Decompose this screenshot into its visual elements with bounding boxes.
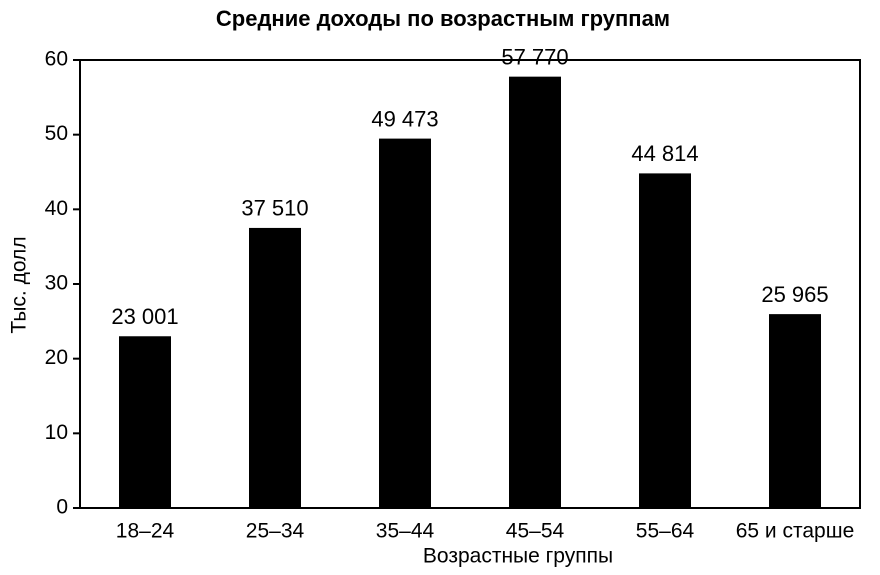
bar [509,76,561,508]
y-tick-label: 30 [45,272,68,295]
y-tick-label: 50 [45,122,68,145]
chart-title: Средние доходы по возрастным группам [216,6,670,31]
x-tick-label: 18–24 [116,520,175,543]
value-label: 37 510 [241,196,308,221]
x-tick-label: 55–64 [636,520,695,543]
x-tick-label: 65 и старше [736,520,855,543]
y-tick-label: 0 [56,496,68,519]
bar [639,173,691,508]
value-label: 25 965 [761,282,828,307]
y-tick-label: 60 [45,48,68,71]
bar [119,336,171,508]
x-tick-label: 45–54 [506,520,565,543]
bar [249,227,301,508]
y-tick-label: 20 [45,346,68,369]
x-axis-title: Возрастные группы [423,545,613,568]
y-tick-label: 40 [45,197,68,220]
bar [379,138,431,508]
value-label: 44 814 [631,141,698,166]
x-tick-label: 35–44 [376,520,435,543]
value-label: 49 473 [371,106,438,131]
bar [769,314,821,508]
y-axis-title: Тыс. долл [8,236,31,333]
y-tick-label: 10 [45,421,68,444]
value-label: 57 770 [501,44,568,69]
value-label: 23 001 [111,304,178,329]
x-tick-label: 25–34 [246,520,305,543]
